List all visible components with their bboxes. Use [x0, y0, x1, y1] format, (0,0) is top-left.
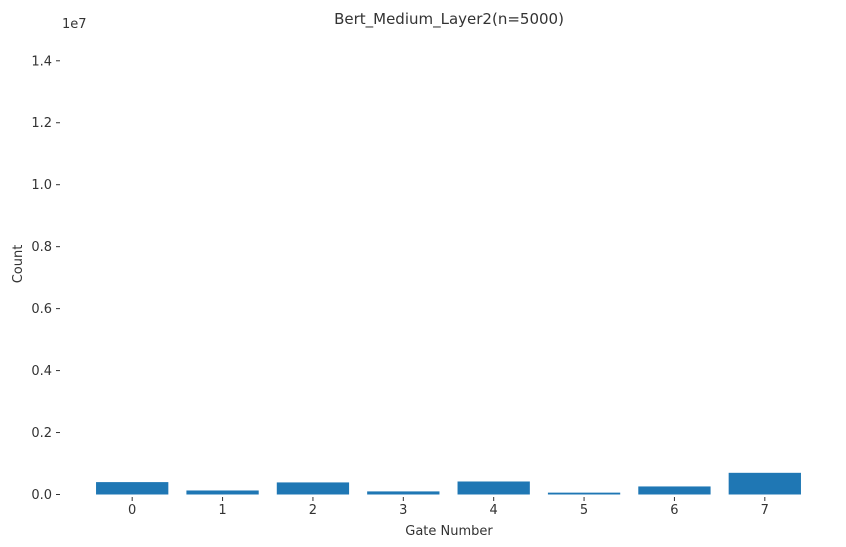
y-tick-label: 0.0 — [31, 488, 52, 503]
y-tick-label: 0.4 — [31, 364, 52, 379]
y-tick-label: 1.4 — [31, 54, 52, 69]
x-axis-label: Gate Number — [405, 524, 493, 539]
x-tick-label: 7 — [761, 503, 769, 518]
bar-gate-0 — [96, 482, 169, 495]
bar-gate-2 — [276, 482, 350, 495]
bar-gate-1 — [186, 490, 259, 495]
x-tick-label: 4 — [490, 503, 498, 518]
bar-gate-4 — [457, 481, 530, 495]
x-tick-label: 2 — [309, 503, 317, 518]
x-tick-label: 1 — [218, 503, 226, 518]
y-tick-label: 0.2 — [31, 426, 52, 441]
y-tick-label: 0.6 — [31, 302, 52, 317]
x-tick-label: 0 — [128, 503, 136, 518]
y-tick-label: 1.0 — [31, 178, 52, 193]
y-offset-label: 1e7 — [62, 17, 87, 32]
bar-gate-5 — [547, 492, 621, 495]
x-tick-label: 3 — [399, 503, 407, 518]
y-ticks: 0.0 0.2 0.4 0.6 0.8 1.0 1.2 1.4 — [31, 54, 60, 503]
bar-gate-3 — [367, 491, 440, 495]
bars — [96, 472, 801, 495]
bar-gate-6 — [638, 486, 711, 495]
x-tick-label: 5 — [580, 503, 588, 518]
bar-gate-7 — [728, 472, 801, 495]
y-tick-label: 1.2 — [31, 116, 52, 131]
x-tick-label: 6 — [670, 503, 678, 518]
x-ticks: 0 1 2 3 4 5 6 7 — [128, 497, 769, 518]
chart-title: Bert_Medium_Layer2(n=5000) — [334, 10, 564, 29]
y-tick-label: 0.8 — [31, 240, 52, 255]
y-axis-label: Count — [11, 245, 26, 284]
